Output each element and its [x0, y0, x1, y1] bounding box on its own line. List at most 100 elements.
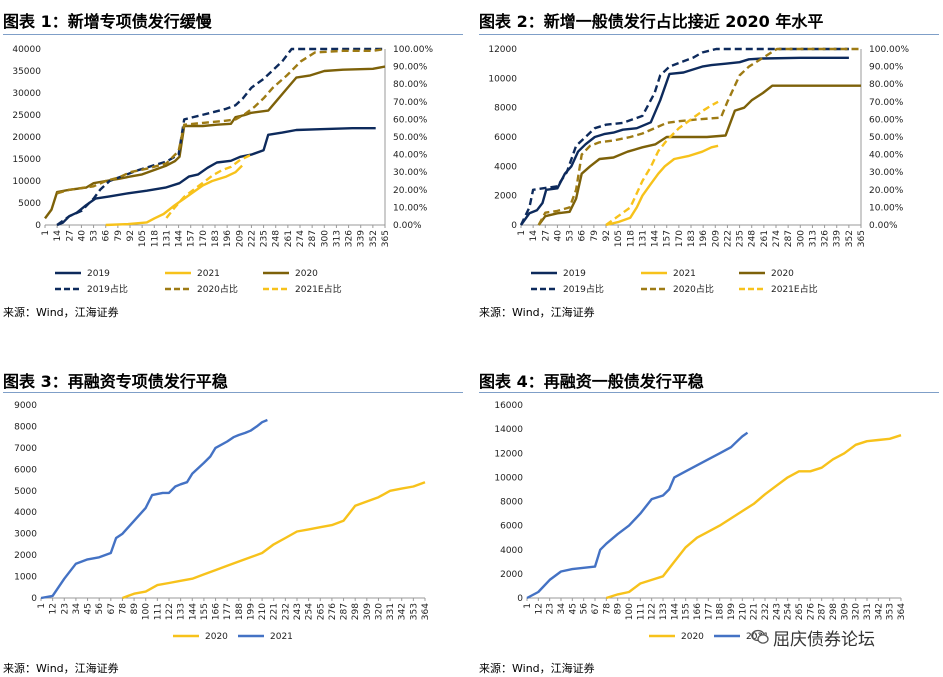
y2-tick-label: 40.00% — [393, 151, 428, 161]
chart-title: 图表 2：新增一般债发行占比接近 2020 年水平 — [479, 12, 824, 31]
x-tick-label: 170 — [199, 230, 209, 247]
y2-tick-label: 0.00% — [393, 221, 422, 231]
x-tick-label: 183 — [687, 230, 697, 247]
x-tick-label: 53 — [566, 230, 576, 241]
legend-label: 2019占比 — [563, 283, 604, 295]
x-tick-label: 222 — [247, 230, 257, 247]
x-tick-label: 188 — [235, 603, 245, 620]
x-tick-label: 210 — [258, 603, 268, 620]
x-tick-label: 1 — [41, 230, 51, 236]
x-tick-label: 144 — [175, 230, 185, 247]
y-tick-label: 16000 — [494, 401, 523, 411]
legend-label: 2020 — [205, 632, 228, 642]
x-tick-label: 261 — [760, 230, 770, 247]
y-tick-label: 12000 — [488, 45, 517, 55]
x-tick-label: 111 — [636, 603, 646, 620]
x-tick-label: 183 — [211, 230, 221, 247]
y2-tick-label: 20.00% — [393, 186, 428, 196]
series-line — [40, 418, 268, 600]
x-tick-label: 320 — [374, 603, 384, 620]
watermark-text: 屈庆债券论坛 — [773, 629, 875, 650]
x-tick-label: 331 — [386, 603, 396, 620]
y-tick-label: 4000 — [500, 546, 523, 556]
legend-label: 2019 — [87, 269, 110, 279]
x-tick-label: 56 — [95, 603, 105, 615]
x-tick-label: 274 — [296, 230, 306, 247]
watermark: 屈庆债券论坛 — [751, 626, 875, 650]
x-tick-label: 287 — [818, 603, 828, 620]
x-tick-label: 118 — [626, 230, 636, 247]
y-tick-label: 7000 — [14, 444, 37, 454]
x-tick-label: 248 — [272, 230, 282, 247]
x-tick-label: 313 — [808, 230, 818, 247]
title-divider — [479, 392, 939, 393]
x-tick-label: 298 — [829, 603, 839, 620]
y2-tick-label: 70.00% — [393, 98, 428, 108]
x-tick-label: 209 — [711, 230, 721, 247]
x-tick-label: 100 — [142, 603, 152, 620]
x-tick-label: 1 — [37, 603, 47, 609]
y-tick-label: 3000 — [14, 530, 37, 540]
legend-label: 2021E占比 — [771, 283, 818, 295]
x-tick-label: 254 — [784, 603, 794, 620]
chart-svg: 0 5000 10000 15000 20000 25000 30000 35000 40000… — [12, 45, 433, 295]
y-tick-label: 4000 — [14, 508, 37, 518]
y2-tick-label: 50.00% — [869, 133, 904, 143]
x-tick-label: 235 — [260, 230, 270, 247]
y-tick-label: 9000 — [14, 401, 37, 411]
x-tick-label: 155 — [682, 603, 692, 620]
x-tick-label: 12 — [49, 603, 59, 614]
x-tick-label: 342 — [398, 603, 408, 620]
x-tick-label: 92 — [126, 230, 136, 241]
x-tick-label: 133 — [659, 603, 669, 620]
legend-label: 2020 — [295, 269, 318, 279]
series-line — [520, 56, 849, 226]
x-tick-label: 12 — [534, 603, 544, 614]
x-tick-label: 326 — [345, 230, 355, 247]
x-tick-label: 166 — [693, 603, 703, 620]
x-tick-label: 232 — [281, 603, 291, 620]
y-tick-label: 25000 — [12, 111, 41, 121]
y-tick-label: 2000 — [500, 570, 523, 580]
x-tick-label: 122 — [165, 603, 175, 620]
x-tick-label: 209 — [235, 230, 245, 247]
y-tick-label: 30000 — [12, 89, 41, 99]
x-tick-label: 364 — [421, 603, 431, 620]
chart-title: 图表 1：新增专项债发行缓慢 — [3, 12, 212, 31]
x-tick-label: 133 — [177, 603, 187, 620]
y2-tick-label: 80.00% — [393, 80, 428, 90]
chart-panel-3: 图表 3：再融资专项债发行平稳 0 1000 2000 3000 4000 5000 600… — [3, 368, 463, 675]
x-tick-label: 248 — [748, 230, 758, 247]
x-tick-label: 34 — [72, 603, 82, 615]
x-tick-label: 23 — [60, 603, 70, 614]
x-tick-label: 144 — [651, 230, 661, 247]
y-tick-label: 5000 — [14, 487, 37, 497]
x-tick-label: 14 — [529, 230, 539, 242]
x-tick-label: 342 — [874, 603, 884, 620]
legend-label: 2021E占比 — [295, 283, 342, 295]
y-tick-label: 8000 — [500, 498, 523, 508]
y-tick-label: 10000 — [488, 74, 517, 84]
x-tick-label: 1 — [517, 230, 527, 236]
y-tick-label: 12000 — [494, 449, 523, 459]
x-tick-label: 300 — [320, 230, 330, 247]
y2-tick-label: 60.00% — [869, 115, 904, 125]
x-tick-label: 111 — [153, 603, 163, 620]
title-divider — [3, 34, 463, 35]
x-tick-label: 40 — [77, 230, 87, 242]
x-tick-label: 34 — [557, 603, 567, 615]
x-tick-label: 144 — [188, 603, 198, 620]
x-tick-label: 331 — [863, 603, 873, 620]
chart-svg: 0 2000 4000 6000 8000 10000 12000 0.00% 10.00% 20… — [488, 45, 909, 295]
x-tick-label: 53 — [90, 230, 100, 241]
y-tick-label: 2000 — [494, 192, 517, 202]
y-tick-label: 0 — [511, 221, 517, 231]
title-divider — [3, 392, 463, 393]
x-tick-label: 89 — [130, 603, 140, 615]
x-tick-label: 265 — [316, 603, 326, 620]
chart-title: 图表 3：再融资专项债发行平稳 — [3, 372, 228, 391]
y-tick-label: 20000 — [12, 133, 41, 143]
x-tick-label: 287 — [340, 603, 350, 620]
x-tick-label: 89 — [614, 603, 624, 615]
